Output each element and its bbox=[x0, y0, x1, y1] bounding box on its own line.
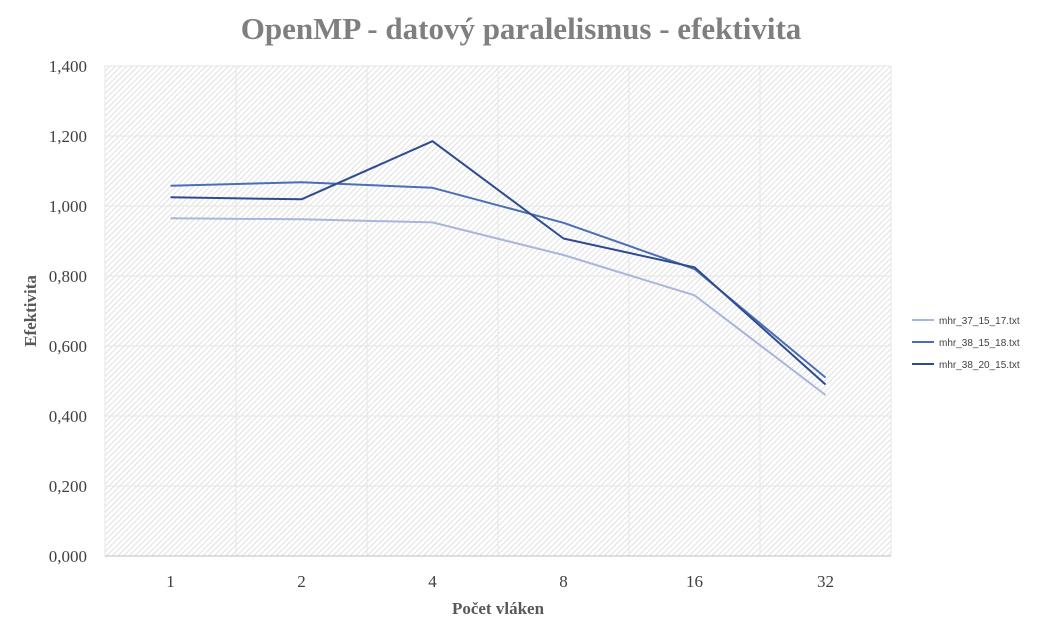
y-tick-label: 0,000 bbox=[49, 547, 87, 566]
y-axis-ticks: 0,000 0,200 0,400 0,600 0,800 1,000 1,200 1,400 bbox=[49, 57, 87, 566]
x-tick-label: 8 bbox=[559, 572, 568, 591]
y-tick-label: 1,400 bbox=[49, 57, 87, 76]
x-tick-label: 16 bbox=[686, 572, 703, 591]
series-lines bbox=[170, 140, 827, 396]
y-tick-label: 1,000 bbox=[49, 197, 87, 216]
legend: mhr_37_15_17.txt mhr_38_15_18.txt mhr_38_2… bbox=[912, 316, 1020, 371]
x-tick-label: 2 bbox=[297, 572, 306, 591]
legend-label: mhr_37_15_17.txt bbox=[939, 316, 1020, 327]
series-line-1 bbox=[170, 217, 827, 396]
y-tick-label: 0,400 bbox=[49, 407, 87, 426]
y-tick-label: 0,600 bbox=[49, 337, 87, 356]
y-tick-label: 0,200 bbox=[49, 477, 87, 496]
legend-label: mhr_38_20_15.txt bbox=[939, 360, 1020, 371]
y-axis-title: Efektivita bbox=[21, 275, 40, 347]
x-tick-label: 32 bbox=[817, 572, 834, 591]
x-tick-label: 4 bbox=[428, 572, 437, 591]
legend-label: mhr_38_15_18.txt bbox=[939, 338, 1020, 349]
series-line-3 bbox=[170, 140, 827, 386]
y-tick-label: 0,800 bbox=[49, 267, 87, 286]
y-tick-label: 1,200 bbox=[49, 127, 87, 146]
x-axis-title: Počet vláken bbox=[452, 599, 545, 618]
x-axis-ticks: 1 2 4 8 16 32 bbox=[166, 572, 834, 591]
x-tick-label: 1 bbox=[166, 572, 175, 591]
chart-title: OpenMP - datový paralelismus - efektivit… bbox=[241, 11, 802, 46]
gridlines bbox=[104, 65, 892, 556]
